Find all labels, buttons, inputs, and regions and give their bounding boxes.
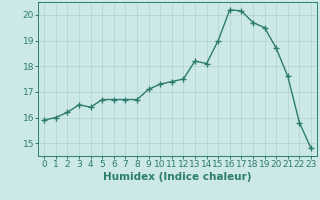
- X-axis label: Humidex (Indice chaleur): Humidex (Indice chaleur): [103, 172, 252, 182]
